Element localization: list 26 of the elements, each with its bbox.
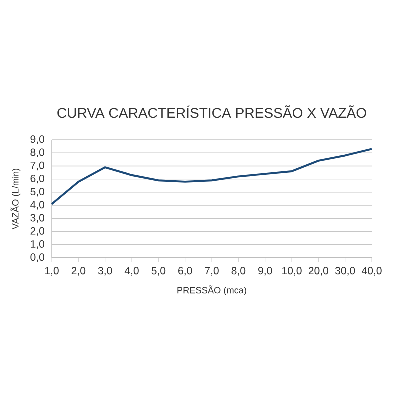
x-tick-label: 7,0 [205, 267, 219, 276]
x-tick-label: 10,0 [282, 267, 302, 276]
y-tick-label: 4,0 [30, 201, 45, 210]
y-tick-label: 7,0 [30, 162, 45, 171]
y-tick-label: 8,0 [30, 148, 45, 158]
chart-title: CURVA CARACTERÍSTICA PRESSÃO X VAZÃO [58, 106, 366, 118]
y-tick-label: 0,0 [30, 254, 45, 262]
y-axis-title: VAZÃO (L/min) [10, 168, 21, 230]
x-tick-label: 3,0 [98, 267, 112, 276]
x-tick-label: 30,0 [335, 267, 356, 276]
x-tick-label: 6,0 [178, 267, 192, 276]
x-tick-label: 9,0 [258, 267, 272, 276]
x-tick-label: 20,0 [308, 267, 329, 276]
x-axis-title: PRESSÃO (mca) [178, 286, 246, 296]
x-tick-label: 5,0 [152, 267, 166, 276]
x-tick-label: 4,0 [124, 267, 139, 276]
x-tick-label: 1,0 [45, 267, 59, 276]
x-tick-label: 8,0 [232, 267, 246, 276]
x-tick-label: 40,0 [362, 267, 382, 276]
y-tick-label: 5,0 [30, 188, 45, 197]
y-tick-label: 1,0 [31, 240, 45, 250]
y-tick-label: 9,0 [30, 136, 45, 144]
y-tick-label: 2,0 [30, 227, 45, 236]
y-tick-label: 6,0 [30, 174, 45, 184]
x-tick-label: 2,0 [72, 267, 86, 276]
y-tick-label: 3,0 [30, 214, 45, 224]
